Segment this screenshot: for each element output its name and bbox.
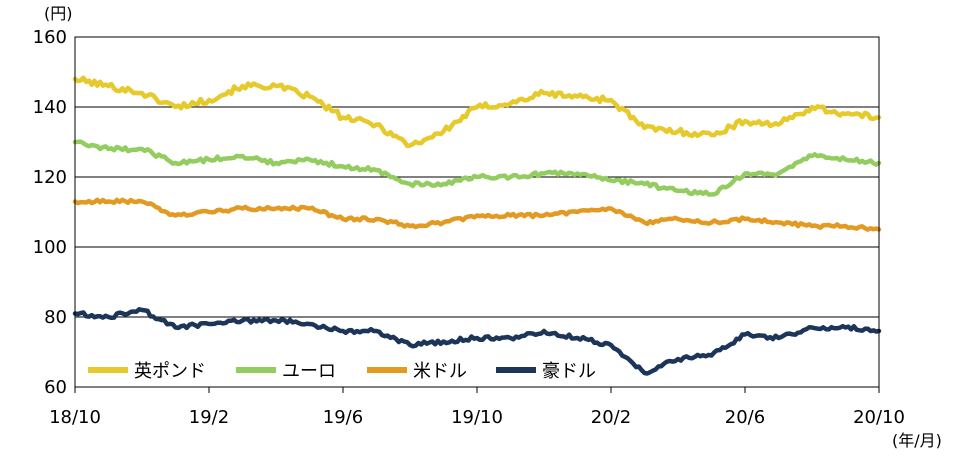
x-tick-label: 19/10	[451, 407, 503, 428]
series-line	[72, 307, 882, 376]
x-tick-label: 20/2	[591, 407, 631, 428]
x-tick-label: 19/2	[189, 407, 229, 428]
legend-label: 豪ドル	[542, 361, 596, 382]
series-line	[72, 139, 882, 197]
legend-label: 英ポンド	[134, 361, 206, 382]
x-unit-label: (年/月)	[892, 431, 942, 450]
x-axis-ticks: 18/10 19/2 19/6 19/10 20/2 20/6 20/10	[49, 387, 905, 428]
series-line	[72, 197, 882, 232]
legend: 英ポンド ユーロ 米ドル 豪ドル	[88, 361, 596, 382]
x-tick-label: 20/6	[725, 407, 765, 428]
y-tick-label: 120	[33, 167, 67, 188]
y-tick-label: 100	[33, 237, 67, 258]
x-tick-label: 20/10	[853, 407, 905, 428]
y-tick-label: 140	[33, 97, 67, 118]
y-tick-label: 160	[33, 27, 67, 48]
legend-label: ユーロ	[282, 361, 336, 382]
series-line	[72, 75, 882, 149]
y-unit-label: (円)	[44, 4, 73, 23]
y-tick-label: 60	[44, 377, 67, 398]
legend-label: 米ドル	[413, 361, 467, 382]
y-axis-ticks: 160 140 120 100 80 60	[33, 27, 67, 398]
y-tick-label: 80	[44, 307, 67, 328]
x-tick-label: 18/10	[49, 407, 101, 428]
series-lines	[72, 75, 882, 376]
plot-frame	[74, 36, 880, 388]
x-tick-label: 19/6	[323, 407, 363, 428]
